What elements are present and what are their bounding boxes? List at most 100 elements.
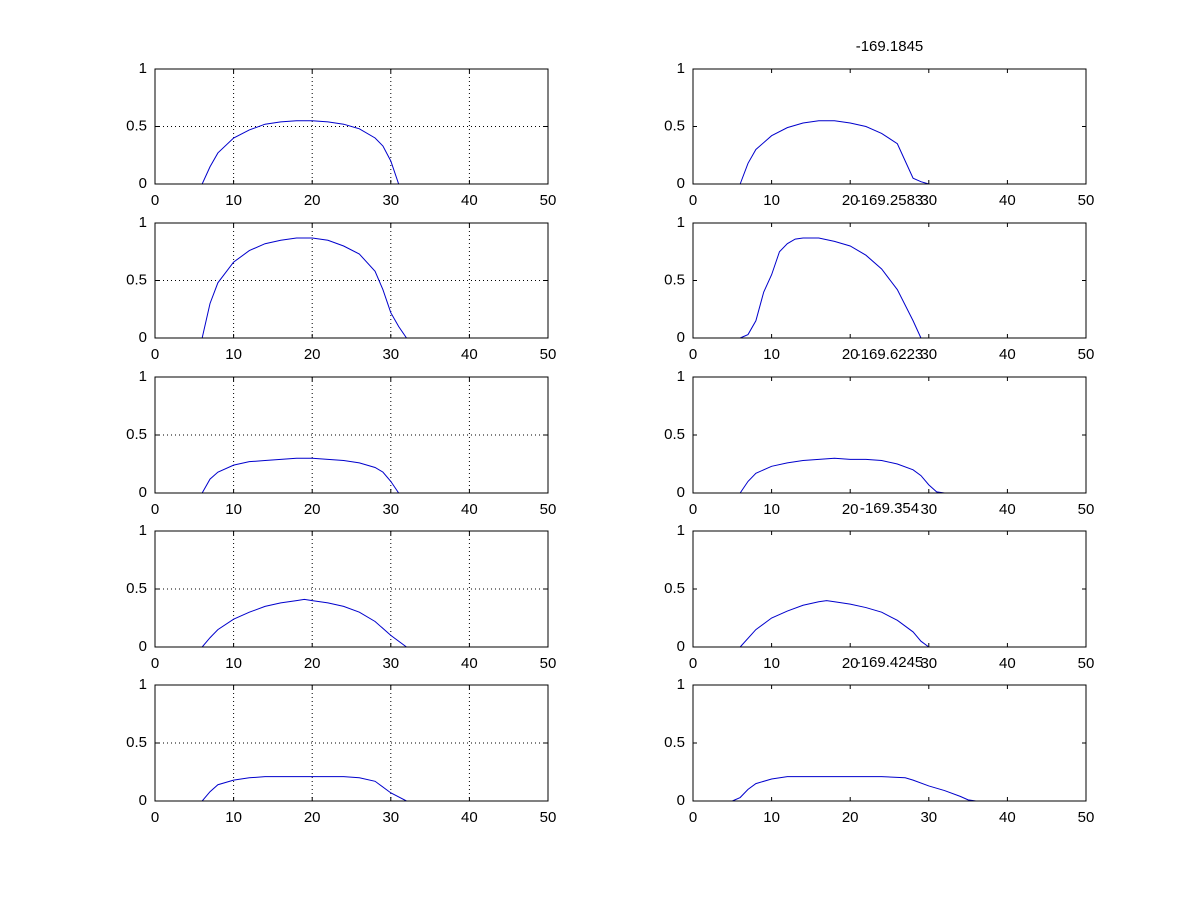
x-tick-label: 50: [1078, 655, 1095, 672]
x-tick-label: 20: [842, 501, 859, 518]
x-tick-label: 10: [225, 346, 242, 363]
y-tick-label: 0: [677, 792, 685, 809]
axes-frame: [154, 222, 549, 339]
x-tick-label: 10: [225, 655, 242, 672]
axes-frame: [692, 222, 1087, 339]
x-tick-label: 50: [540, 655, 557, 672]
x-tick-label: 40: [461, 192, 478, 209]
subplot-title: -169.1845: [856, 38, 924, 55]
x-tick-label: 20: [842, 192, 859, 209]
axes-frame: [154, 530, 549, 648]
x-tick-label: 50: [1078, 809, 1095, 826]
axes-frame: [692, 376, 1087, 494]
x-tick-label: 50: [540, 501, 557, 518]
x-tick-label: 20: [304, 346, 321, 363]
y-tick-label: 0.5: [664, 426, 685, 443]
y-tick-label: 1: [677, 60, 685, 77]
y-tick-label: 0: [677, 329, 685, 346]
x-tick-label: 40: [461, 655, 478, 672]
x-tick-label: 20: [842, 809, 859, 826]
axes-background: [693, 685, 1086, 801]
subplot: 0 10 20 30 40 50 0 0.5 1 -169.6223: [664, 346, 1094, 518]
y-tick-label: 1: [677, 214, 685, 231]
x-tick-label: 30: [920, 655, 937, 672]
axes-background: [693, 531, 1086, 647]
x-tick-label: 20: [842, 655, 859, 672]
x-tick-label: 20: [304, 655, 321, 672]
axes-frame: [154, 68, 549, 185]
x-tick-label: 40: [999, 501, 1016, 518]
y-tick-label: 1: [677, 676, 685, 693]
x-tick-label: 0: [151, 809, 159, 826]
x-tick-label: 0: [151, 501, 159, 518]
y-tick-label: 0.5: [126, 734, 147, 751]
y-tick-label: 1: [677, 522, 685, 539]
data-line: [739, 457, 945, 494]
subplot: 0 10 20 30 40 50 0 0.5 1: [126, 60, 556, 209]
subplot: 0 10 20 30 40 50 0 0.5 1 -169.354: [664, 500, 1094, 672]
subplot-title: -169.2583: [856, 192, 924, 209]
x-tick-label: 30: [920, 192, 937, 209]
x-tick-label: 50: [1078, 346, 1095, 363]
y-tick-label: 0.5: [664, 117, 685, 134]
subplot: 0 10 20 30 40 50 0 0.5 1 -169.4245: [664, 654, 1094, 826]
x-tick-label: 50: [1078, 501, 1095, 518]
y-tick-label: 0: [677, 484, 685, 501]
y-tick-label: 0.5: [664, 271, 685, 288]
x-tick-label: 30: [920, 501, 937, 518]
x-tick-label: 40: [999, 809, 1016, 826]
x-tick-label: 40: [461, 346, 478, 363]
y-tick-label: 0.5: [126, 580, 147, 597]
x-tick-label: 50: [540, 192, 557, 209]
subplot: 0 10 20 30 40 50 0 0.5 1: [126, 214, 556, 363]
x-tick-label: 40: [999, 655, 1016, 672]
data-line: [739, 120, 929, 185]
x-tick-label: 40: [999, 346, 1016, 363]
subplot-title: -169.4245: [856, 654, 924, 671]
x-tick-label: 0: [151, 346, 159, 363]
data-line: [155, 598, 548, 648]
x-tick-label: 10: [763, 655, 780, 672]
y-tick-label: 0: [677, 638, 685, 655]
y-tick-label: 0: [139, 638, 147, 655]
x-tick-label: 10: [763, 501, 780, 518]
data-line: [732, 776, 977, 802]
x-tick-label: 30: [382, 192, 399, 209]
data-line: [155, 457, 548, 494]
x-tick-label: 40: [461, 501, 478, 518]
axes-background: [693, 377, 1086, 493]
subplot: 0 10 20 30 40 50 0 0.5 1 -169.2583: [664, 192, 1094, 363]
x-tick-label: 20: [304, 192, 321, 209]
axes-frame: [154, 684, 549, 802]
subplot-title: -169.6223: [856, 346, 924, 363]
y-tick-label: 1: [139, 522, 147, 539]
x-tick-label: 0: [689, 192, 697, 209]
axes-frame: [692, 684, 1087, 802]
x-tick-label: 10: [225, 192, 242, 209]
data-line: [155, 776, 548, 802]
x-tick-label: 20: [304, 501, 321, 518]
y-tick-label: 0.5: [664, 734, 685, 751]
subplot: 0 10 20 30 40 50 0 0.5 1: [126, 368, 556, 518]
axes-background: [693, 223, 1086, 338]
y-tick-label: 0.5: [126, 426, 147, 443]
x-tick-label: 30: [382, 501, 399, 518]
y-tick-label: 0: [677, 175, 685, 192]
data-line: [155, 237, 548, 339]
x-tick-label: 0: [689, 501, 697, 518]
y-tick-label: 1: [139, 676, 147, 693]
data-line: [739, 237, 922, 339]
x-tick-label: 10: [763, 346, 780, 363]
x-tick-label: 0: [689, 809, 697, 826]
subplot: 0 10 20 30 40 50 0 0.5 1: [126, 676, 556, 826]
x-tick-label: 40: [999, 192, 1016, 209]
x-tick-label: 0: [689, 655, 697, 672]
x-tick-label: 0: [151, 655, 159, 672]
x-tick-label: 50: [1078, 192, 1095, 209]
x-tick-label: 50: [540, 346, 557, 363]
y-tick-label: 0: [139, 792, 147, 809]
subplot: 0 10 20 30 40 50 0 0.5 1: [126, 522, 556, 672]
axes-frame: [692, 68, 1087, 185]
x-tick-label: 20: [304, 809, 321, 826]
